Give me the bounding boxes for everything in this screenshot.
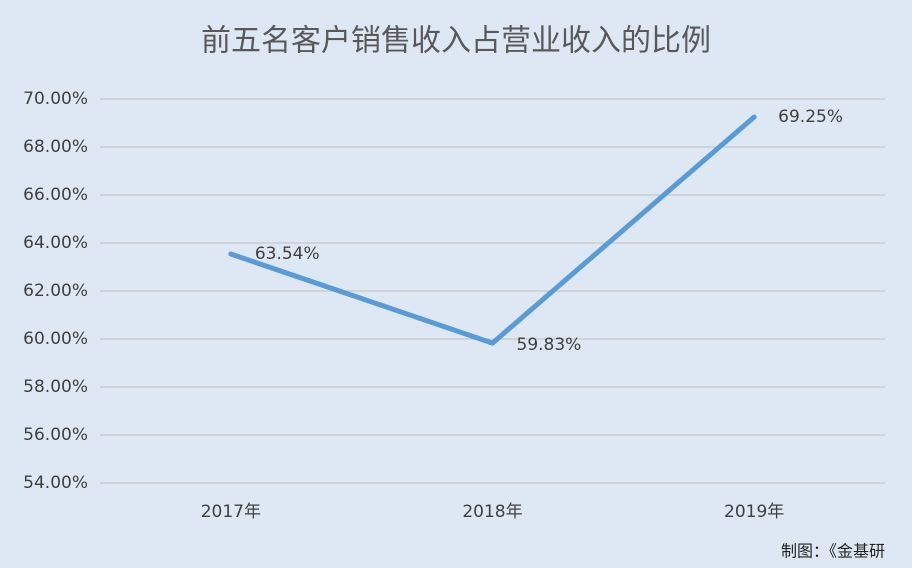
data-label: 69.25% (778, 107, 843, 127)
y-tick-label: 58.00% (23, 377, 88, 397)
y-tick-label: 62.00% (23, 281, 88, 301)
x-tick-label: 2017年 (201, 502, 261, 522)
x-tick-label: 2019年 (724, 502, 784, 522)
source-note: 制图：《金基研 (781, 542, 885, 561)
data-line (228, 114, 757, 346)
y-tick-label: 64.00% (23, 233, 88, 253)
y-tick-label: 66.00% (23, 185, 88, 205)
x-tick-label: 2018年 (462, 502, 522, 522)
y-tick-label: 68.00% (23, 137, 88, 157)
y-tick-label: 70.00% (23, 89, 88, 109)
data-label: 59.83% (517, 335, 582, 355)
chart-title: 前五名客户销售收入占营业收入的比例 (201, 24, 711, 59)
y-tick-label: 60.00% (23, 329, 88, 349)
y-tick-label: 56.00% (23, 425, 88, 445)
data-label: 63.54% (255, 244, 320, 264)
y-tick-label: 54.00% (23, 473, 88, 493)
